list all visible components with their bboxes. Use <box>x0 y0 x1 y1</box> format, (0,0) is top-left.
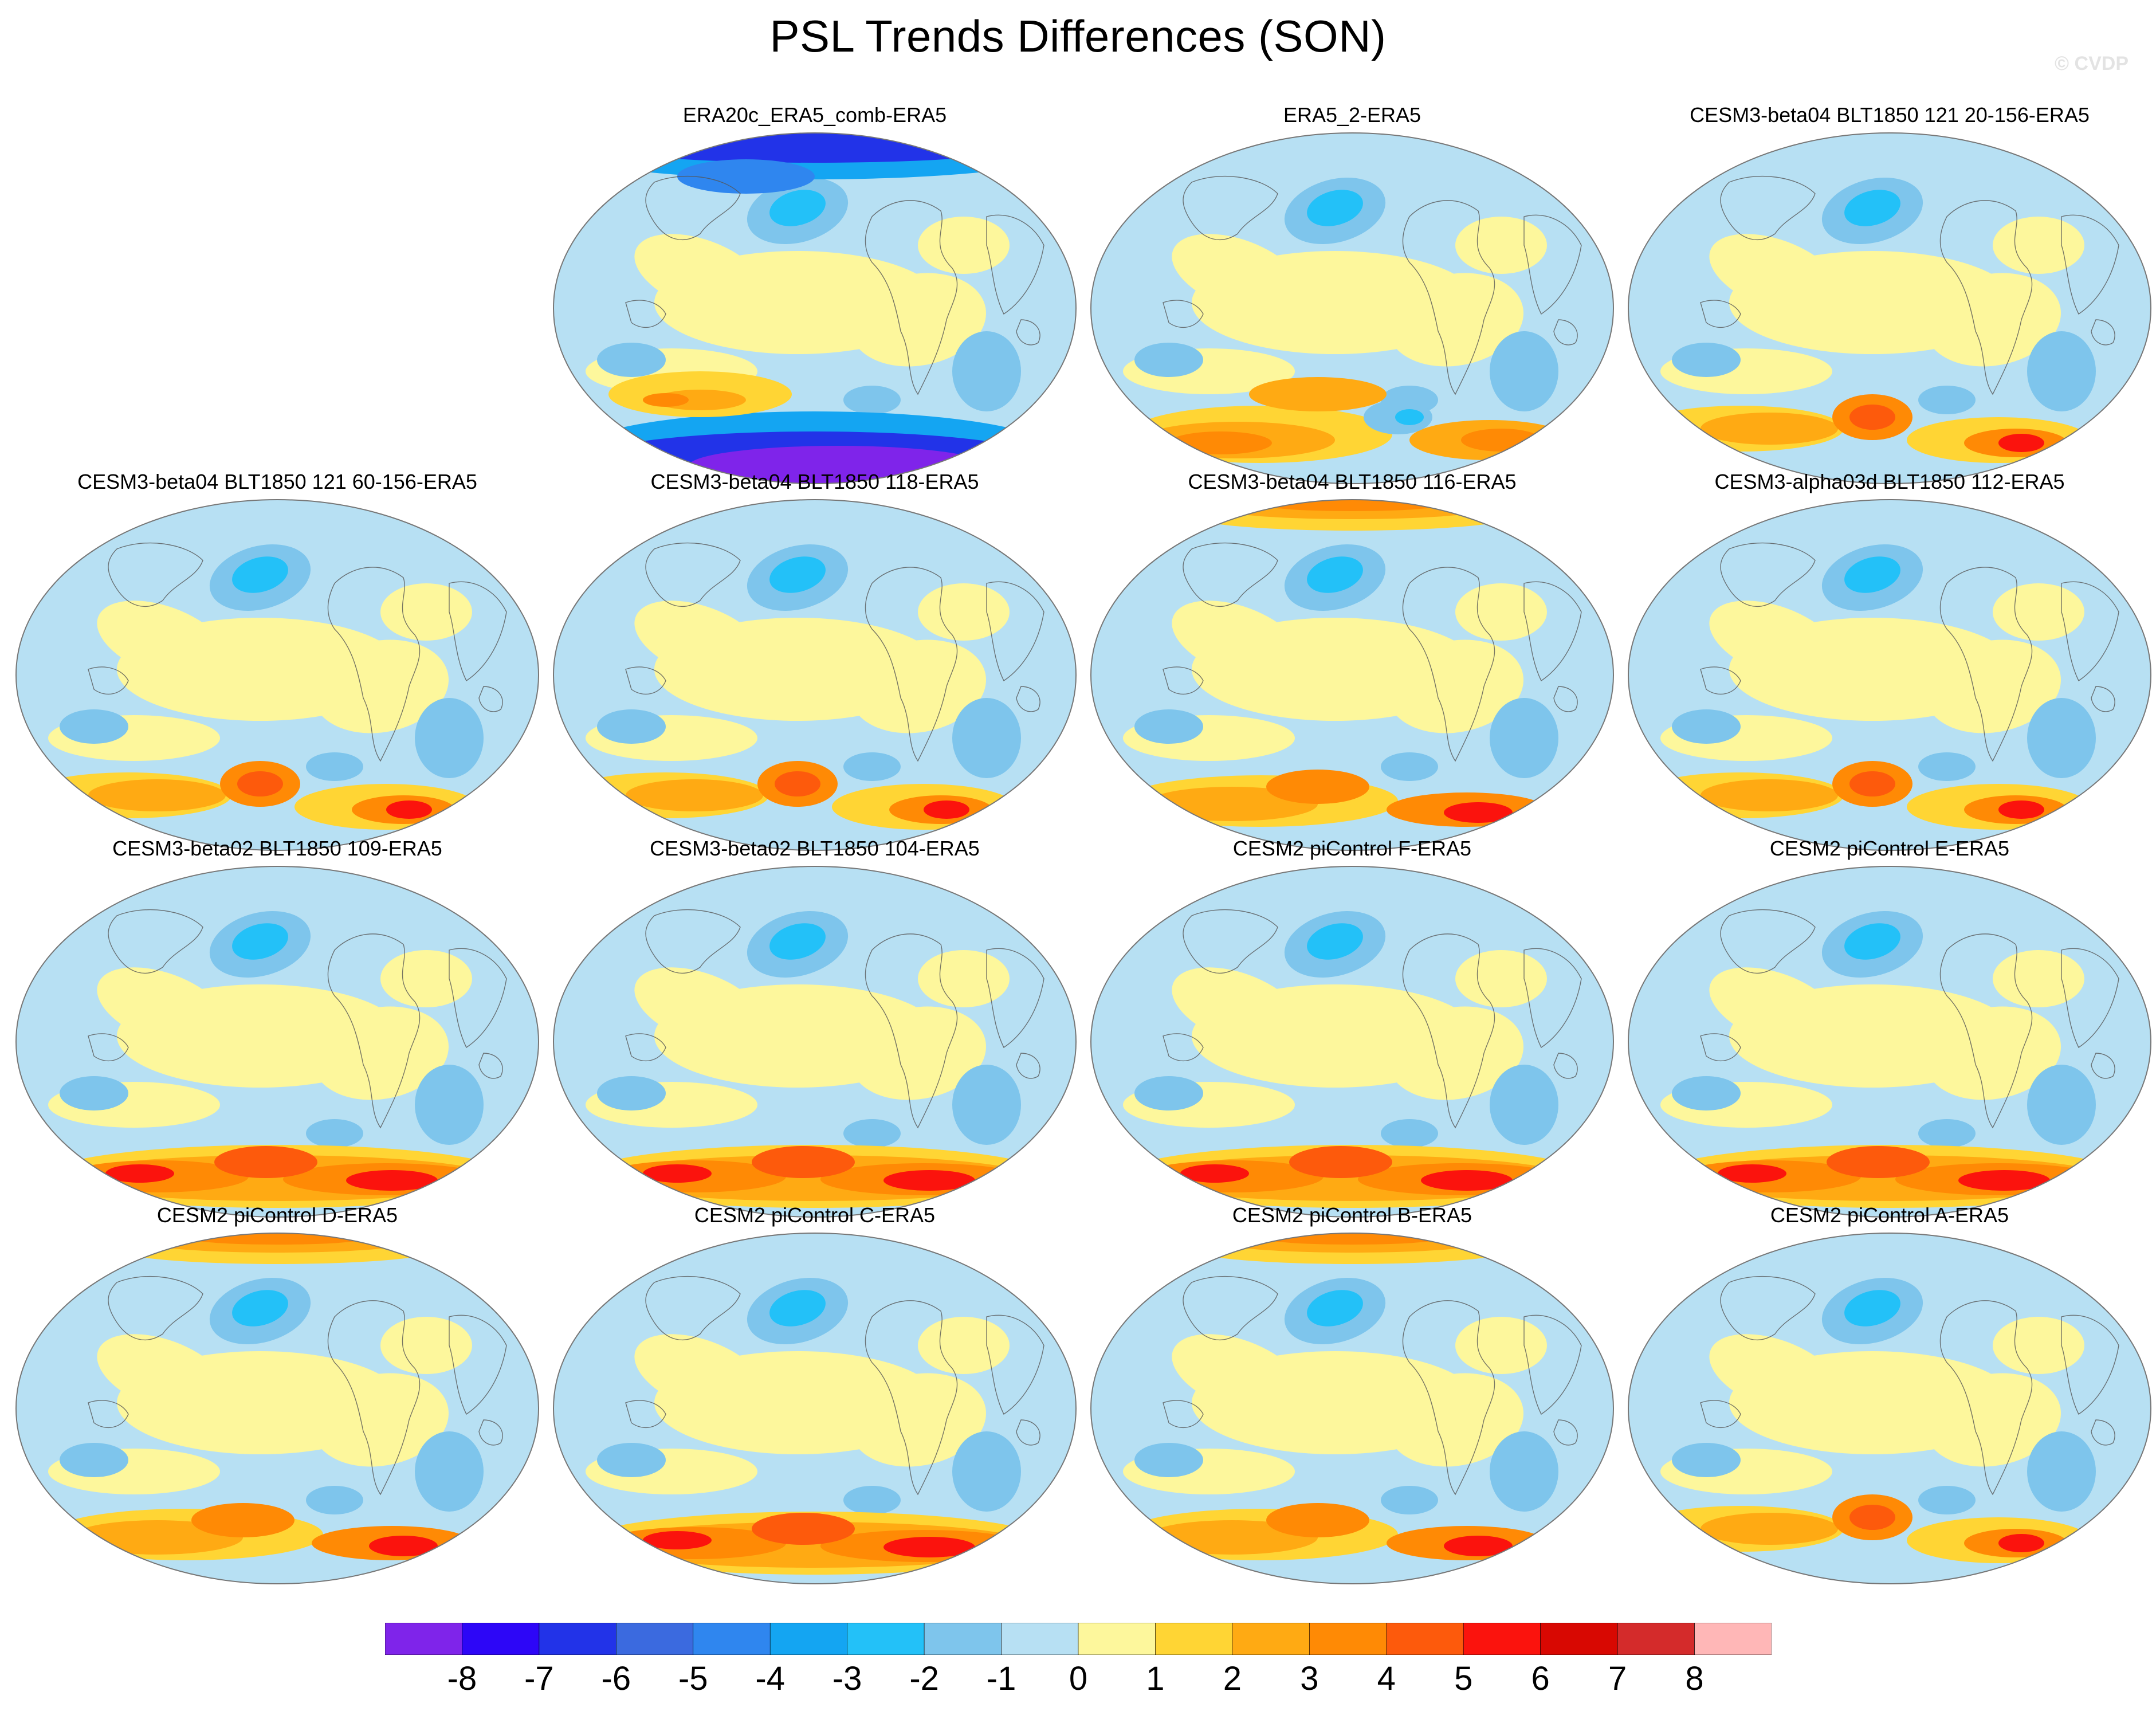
map-panel: CESM2 piControl A-ERA5 <box>1626 1203 2153 1593</box>
panel-title: ERA20c_ERA5_comb-ERA5 <box>682 103 947 127</box>
panel-title: CESM2 piControl A-ERA5 <box>1770 1203 2009 1227</box>
colorbar-tick-label: -3 <box>832 1660 862 1697</box>
panel-title: CESM2 piControl E-ERA5 <box>1769 837 2010 860</box>
map-panel: CESM3-beta02 BLT1850 109-ERA5 <box>14 837 541 1226</box>
map-panel: CESM2 piControl C-ERA5 <box>551 1203 1078 1593</box>
psl-trend-map <box>553 499 1077 851</box>
colorbar-tick-label: -8 <box>447 1660 477 1697</box>
map-panel: CESM3-beta04 BLT1850 121 20-156-ERA5 <box>1626 103 2153 493</box>
colorbar-tick-label: -6 <box>601 1660 631 1697</box>
colorbar-swatch <box>616 1623 694 1655</box>
colorbar-tick-label: 1 <box>1146 1660 1165 1697</box>
panel-title: CESM3-beta04 BLT1850 118-ERA5 <box>650 470 979 493</box>
colorbar-tick-label: 0 <box>1069 1660 1088 1697</box>
psl-trend-map <box>553 866 1077 1218</box>
figure-title: PSL Trends Differences (SON) <box>769 11 1387 61</box>
psl-trend-map <box>1090 499 1614 851</box>
psl-trend-map <box>1628 866 2151 1218</box>
map-panel: ERA5_2-ERA5 <box>1089 103 1616 493</box>
colorbar-tick-label: -4 <box>755 1660 785 1697</box>
colorbar-swatch <box>769 1623 847 1655</box>
colorbar-tick-label: -2 <box>909 1660 939 1697</box>
psl-trend-map <box>1090 866 1614 1218</box>
colorbar-swatch <box>847 1623 925 1655</box>
panel-title: CESM3-alpha03d BLT1850 112-ERA5 <box>1714 470 2065 493</box>
psl-trend-map <box>553 132 1077 484</box>
psl-trend-map <box>1090 1233 1614 1584</box>
map-panel: CESM3-alpha03d BLT1850 112-ERA5 <box>1626 470 2153 860</box>
colorbar-swatch <box>1463 1623 1541 1655</box>
colorbar-tick-label: 8 <box>1685 1660 1704 1697</box>
colorbar-swatch <box>1540 1623 1618 1655</box>
panel-title: CESM3-beta04 BLT1850 121 20-156-ERA5 <box>1690 103 2090 127</box>
panel-title: CESM2 piControl C-ERA5 <box>694 1203 936 1227</box>
panel-title: CESM2 piControl B-ERA5 <box>1232 1203 1472 1227</box>
colorbar-tick-label: 7 <box>1608 1660 1627 1697</box>
colorbar-swatch <box>1001 1623 1079 1655</box>
colorbar-tick-label: 5 <box>1454 1660 1473 1697</box>
psl-trend-map <box>15 499 539 851</box>
panel-title: CESM2 piControl D-ERA5 <box>156 1203 398 1227</box>
psl-trend-map <box>1090 132 1614 484</box>
panel-title: CESM2 piControl F-ERA5 <box>1232 837 1472 860</box>
map-panel: CESM2 piControl E-ERA5 <box>1626 837 2153 1226</box>
colorbar-tick-label: -1 <box>986 1660 1016 1697</box>
colorbar-swatch <box>1309 1623 1387 1655</box>
map-panel: CESM3-beta04 BLT1850 121 60-156-ERA5 <box>14 470 541 860</box>
map-panel: CESM2 piControl B-ERA5 <box>1089 1203 1616 1593</box>
map-panel: CESM2 piControl D-ERA5 <box>14 1203 541 1593</box>
colorbar-swatch <box>1617 1623 1695 1655</box>
colorbar-swatch <box>1386 1623 1464 1655</box>
panel-title: CESM3-beta04 BLT1850 121 60-156-ERA5 <box>77 470 477 493</box>
map-panel: CESM3-beta04 BLT1850 118-ERA5 <box>551 470 1078 860</box>
colorbar-swatch <box>693 1623 771 1655</box>
colorbar-tick-label: 3 <box>1300 1660 1319 1697</box>
colorbar-swatch <box>924 1623 1002 1655</box>
colorbar-swatch <box>1155 1623 1233 1655</box>
psl-trend-map <box>15 866 539 1218</box>
panel-title: CESM3-beta02 BLT1850 104-ERA5 <box>650 837 980 860</box>
cvdp-credit: © CVDP <box>2055 53 2128 74</box>
colorbar-swatch <box>1232 1623 1310 1655</box>
map-panel: CESM3-beta04 BLT1850 116-ERA5 <box>1089 470 1616 860</box>
psl-trend-map <box>1628 132 2151 484</box>
psl-trend-map <box>1628 499 2151 851</box>
psl-trend-map <box>553 1233 1077 1584</box>
panel-title: CESM3-beta04 BLT1850 116-ERA5 <box>1188 470 1517 493</box>
colorbar-tick-label: -7 <box>524 1660 554 1697</box>
colorbar <box>385 1623 1772 1655</box>
map-panel: ERA20c_ERA5_comb-ERA5 <box>551 103 1078 493</box>
colorbar-swatch <box>385 1623 462 1655</box>
map-panel: CESM2 piControl F-ERA5 <box>1089 837 1616 1226</box>
colorbar-swatch <box>462 1623 540 1655</box>
colorbar-swatch <box>1694 1623 1772 1655</box>
colorbar-tick-label: 2 <box>1223 1660 1242 1697</box>
panel-title: ERA5_2-ERA5 <box>1283 103 1421 127</box>
colorbar-swatch <box>1078 1623 1156 1655</box>
panel-title: CESM3-beta02 BLT1850 109-ERA5 <box>112 837 442 860</box>
psl-trend-map <box>15 1233 539 1584</box>
colorbar-tick-label: 4 <box>1377 1660 1396 1697</box>
colorbar-tick-label: 6 <box>1531 1660 1550 1697</box>
map-panel: CESM3-beta02 BLT1850 104-ERA5 <box>551 837 1078 1226</box>
psl-trend-map <box>1628 1233 2151 1584</box>
colorbar-swatch <box>539 1623 616 1655</box>
colorbar-tick-label: -5 <box>678 1660 708 1697</box>
